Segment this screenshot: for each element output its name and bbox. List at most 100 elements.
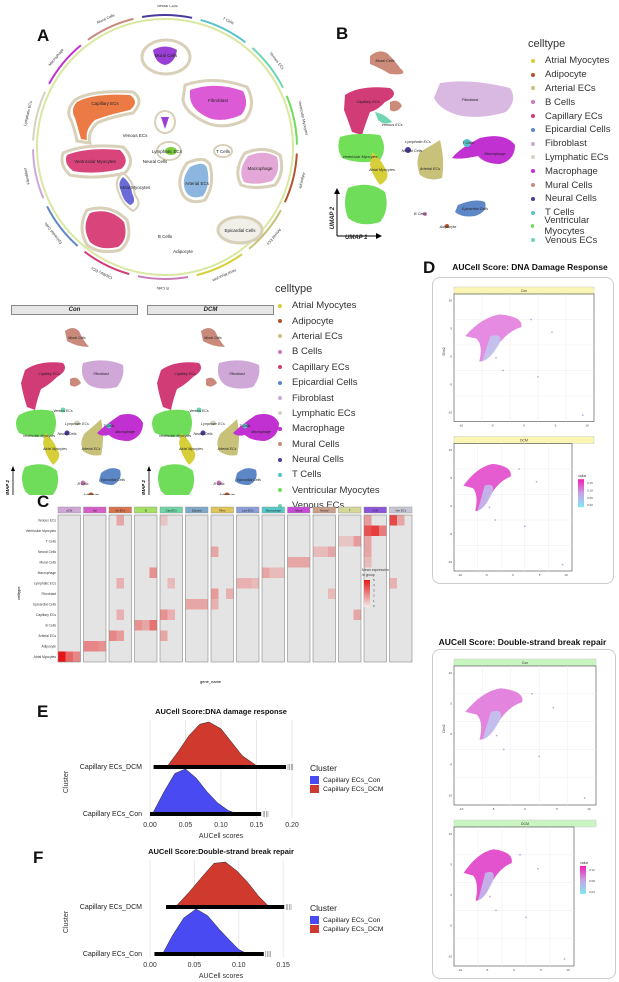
legend-swatch	[278, 426, 282, 431]
heatmap-cell	[200, 599, 208, 610]
y-tick: 10	[449, 298, 453, 302]
cluster-capillary	[67, 90, 141, 145]
heatmap-cell	[404, 609, 412, 620]
legend-swatch	[278, 396, 282, 401]
heatmap-cell	[142, 557, 150, 568]
heatmap-cell	[175, 609, 183, 620]
cluster-label: Lymphatic ECs	[152, 149, 183, 154]
panel-d-letter: D	[423, 258, 436, 277]
legend-label: Atrial Myocytes	[545, 55, 610, 67]
category-label: Capillary ECs_DCM	[80, 904, 142, 911]
heatmap-cell	[269, 525, 277, 536]
score-point	[581, 414, 584, 417]
colorbar-tick: 0.00	[587, 503, 593, 507]
umap-label: B Cells	[213, 482, 224, 486]
heatmap-cell	[371, 620, 379, 631]
heatmap-cell	[124, 578, 132, 589]
umap-macrophage	[452, 136, 515, 164]
legend-item: Adipocyte	[275, 313, 380, 328]
heatmap-cell	[295, 641, 303, 652]
heatmap-group-header	[389, 506, 413, 514]
heatmap-cell	[73, 546, 81, 557]
legend-item: B Cells	[528, 95, 619, 109]
heatmap-cell	[328, 599, 336, 610]
heatmap-cell	[244, 536, 252, 547]
colorbar	[580, 865, 586, 894]
heatmap-cell	[116, 567, 124, 578]
heatmap-cell	[302, 567, 310, 578]
heatmap-cell	[116, 651, 124, 662]
legend-item: T Cells	[275, 467, 380, 482]
legend-label: Arterial ECs	[292, 330, 343, 342]
heatmap-cell	[244, 609, 252, 620]
heatmap-cell	[193, 515, 201, 526]
heatmap-cell	[262, 567, 270, 578]
heatmap-cell	[364, 515, 372, 526]
legend-label: Ventricular Myocytes	[292, 484, 380, 496]
heatmap-row-label: Atrial Myocytes	[34, 655, 57, 659]
umap-label: Adipocyte	[439, 225, 457, 229]
ring-arc	[48, 44, 82, 85]
heatmap-cell	[73, 567, 81, 578]
heatmap-cell	[218, 546, 226, 557]
heatmap-cell	[109, 578, 117, 589]
score-point	[531, 692, 533, 695]
score-point	[523, 525, 526, 528]
heatmap-group-label: Epicard	[192, 508, 202, 512]
chart-title: AUCell Score:DNA damage response	[155, 707, 287, 716]
umap-label: Lymphatic ECs	[405, 140, 431, 144]
legend-label: Neural Cells	[545, 193, 597, 205]
heatmap-row-label: Neural Cells	[38, 550, 56, 554]
umap-venous	[375, 112, 392, 124]
heatmap-cell	[338, 525, 346, 536]
heatmap-cell	[346, 588, 354, 599]
heatmap-cell	[389, 588, 397, 599]
heatmap-cell	[397, 599, 405, 610]
heatmap-cell	[353, 609, 361, 620]
heatmap-cell	[320, 588, 328, 599]
heatmap-cell	[211, 515, 219, 526]
heatmap-cell	[397, 630, 405, 641]
heatmap-row-label: Lymphatic ECs	[34, 581, 56, 585]
heatmap-row-label: Fibroblast	[42, 592, 57, 596]
legend-swatch	[531, 58, 535, 63]
heatmap-cell	[218, 567, 226, 578]
heatmap-cell	[251, 599, 259, 610]
heatmap-cell	[320, 536, 328, 547]
heatmap-cell	[302, 620, 310, 631]
heatmap-cell	[346, 578, 354, 589]
umap2-arrow-icon	[147, 466, 151, 471]
umap-label: Atrial Myocytes	[368, 168, 395, 172]
legend-swatch	[278, 365, 282, 370]
heatmap-cell	[346, 620, 354, 631]
heatmap-cell	[142, 546, 150, 557]
heatmap-cell	[98, 609, 106, 620]
heatmap-cell	[236, 609, 244, 620]
umap-cluster	[217, 360, 260, 389]
heatmap-cell	[320, 578, 328, 589]
heatmap-cell	[404, 567, 412, 578]
heatmap-cell	[124, 588, 132, 599]
heatmap-cell	[109, 630, 117, 641]
heatmap-cell	[98, 557, 106, 568]
heatmap-cell	[397, 588, 405, 599]
colorbar-tick: 0.12	[589, 868, 595, 872]
heatmap-cell	[379, 515, 387, 526]
heatmap-cell	[98, 651, 106, 662]
heatmap-cell	[389, 557, 397, 568]
heatmap-cell	[277, 567, 285, 578]
heatmap-cell	[295, 546, 303, 557]
heatmap-cell	[287, 557, 295, 568]
heatmap-cell	[244, 641, 252, 652]
cluster-lymphatic-ring	[156, 141, 182, 161]
heatmap-colorbar	[364, 580, 370, 607]
ring-arc	[137, 275, 189, 280]
heatmap-cell	[218, 609, 226, 620]
heatmap-cell	[371, 525, 379, 536]
heatmap-group-label: Cap ECs	[166, 508, 178, 512]
heatmap-cell	[236, 557, 244, 568]
umap-label: Arterial ECs	[81, 447, 101, 451]
heatmap-legend-tick: 5	[373, 578, 375, 582]
x-tick-label: 0.15	[276, 962, 290, 969]
umap-cluster	[224, 492, 230, 495]
